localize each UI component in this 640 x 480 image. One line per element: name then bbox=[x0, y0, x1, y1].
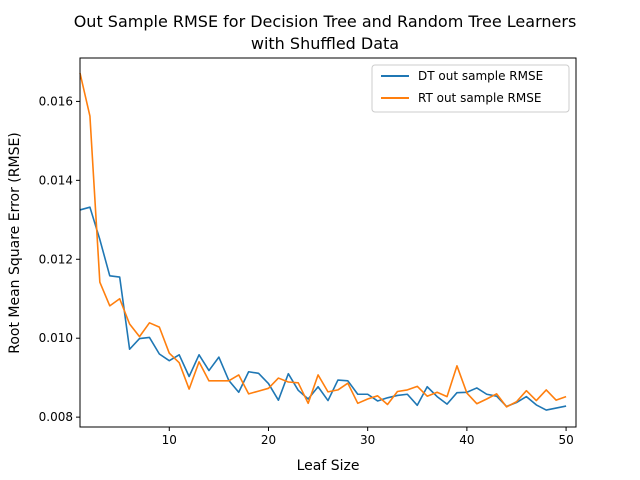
legend: DT out sample RMSE RT out sample RMSE bbox=[371, 64, 570, 113]
y-axis-ticks: 0.008 0.010 0.012 0.014 0.016 bbox=[39, 94, 80, 424]
y-tick-label: 0.014 bbox=[39, 173, 73, 187]
plot-frame bbox=[79, 57, 577, 428]
x-axis-label: Leaf Size bbox=[297, 458, 360, 474]
x-tick-label: 10 bbox=[162, 433, 177, 447]
legend-label-rt: RT out sample RMSE bbox=[418, 91, 541, 105]
y-tick-label: 0.010 bbox=[39, 331, 73, 345]
y-tick-label: 0.008 bbox=[39, 410, 73, 424]
legend-box bbox=[371, 64, 570, 113]
x-tick-label: 50 bbox=[558, 433, 573, 447]
chart-title-line-1: Out Sample RMSE for Decision Tree and Ra… bbox=[74, 12, 577, 31]
chart-title-line-2: with Shuffled Data bbox=[251, 34, 399, 53]
series-line-0 bbox=[79, 206, 567, 411]
y-tick-label: 0.016 bbox=[39, 94, 73, 108]
series-line-1 bbox=[79, 72, 567, 408]
plot-lines bbox=[79, 72, 567, 411]
legend-label-dt: DT out sample RMSE bbox=[418, 69, 543, 83]
y-axis-label: Root Mean Square Error (RMSE) bbox=[7, 132, 23, 354]
x-tick-label: 30 bbox=[360, 433, 375, 447]
x-tick-label: 40 bbox=[459, 433, 474, 447]
x-axis-ticks: 10 20 30 40 50 bbox=[162, 427, 574, 447]
x-tick-label: 20 bbox=[261, 433, 276, 447]
y-tick-label: 0.012 bbox=[39, 252, 73, 266]
